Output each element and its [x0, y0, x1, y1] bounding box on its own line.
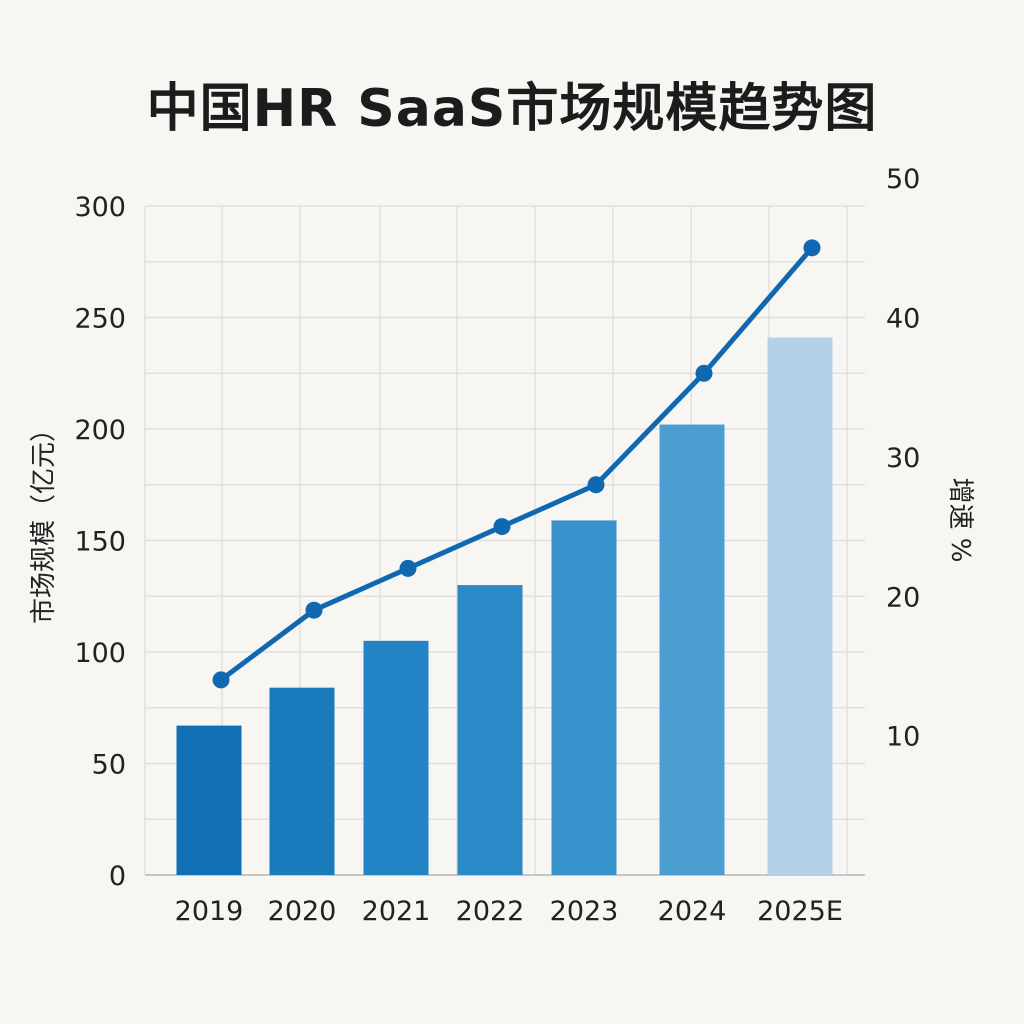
growth-point-2025E — [803, 239, 821, 257]
left-tick-label: 200 — [74, 415, 126, 446]
x-tick-label: 2019 — [175, 896, 244, 927]
left-tick-label: 150 — [74, 527, 126, 558]
left-tick-label: 300 — [74, 192, 126, 223]
x-tick-label: 2025E — [757, 896, 843, 927]
x-tick-label: 2020 — [268, 896, 337, 927]
bar-2023 — [551, 520, 617, 875]
bar-2020 — [269, 687, 335, 875]
bar-2025E — [767, 337, 833, 875]
right-tick-label: 50 — [886, 164, 920, 195]
left-tick-label: 0 — [109, 861, 126, 892]
growth-point-2024 — [695, 364, 713, 382]
x-tick-label: 2024 — [658, 896, 727, 927]
growth-point-2023 — [587, 476, 605, 494]
bar-2022 — [457, 585, 523, 875]
right-tick-label: 30 — [886, 443, 920, 474]
left-tick-label: 250 — [74, 304, 126, 335]
right-axis-title: 增速 % — [945, 478, 975, 563]
right-tick-label: 20 — [886, 582, 920, 613]
growth-point-2020 — [305, 601, 323, 619]
bar-2019 — [176, 725, 242, 875]
tick-layer: 0 50 100 150 200 250 300 10 20 30 40 50 2019 2020 2021… — [74, 164, 920, 927]
right-tick-label: 40 — [886, 304, 920, 335]
growth-point-2021 — [399, 559, 417, 577]
bar-2024 — [659, 424, 725, 875]
right-tick-label: 10 — [886, 722, 920, 753]
bar-2021 — [363, 640, 429, 875]
x-tick-label: 2021 — [362, 896, 431, 927]
growth-point-2019 — [212, 671, 230, 689]
x-tick-label: 2023 — [550, 896, 619, 927]
left-axis-title: 市场规模（亿元） — [29, 416, 59, 624]
bar-layer — [176, 337, 833, 875]
chart-title: 中国HR SaaS市场规模趋势图 — [146, 79, 878, 139]
line-layer — [212, 239, 821, 689]
x-tick-label: 2022 — [456, 896, 525, 927]
growth-point-2022 — [493, 518, 511, 536]
left-tick-label: 100 — [74, 638, 126, 669]
left-tick-label: 50 — [92, 750, 126, 781]
